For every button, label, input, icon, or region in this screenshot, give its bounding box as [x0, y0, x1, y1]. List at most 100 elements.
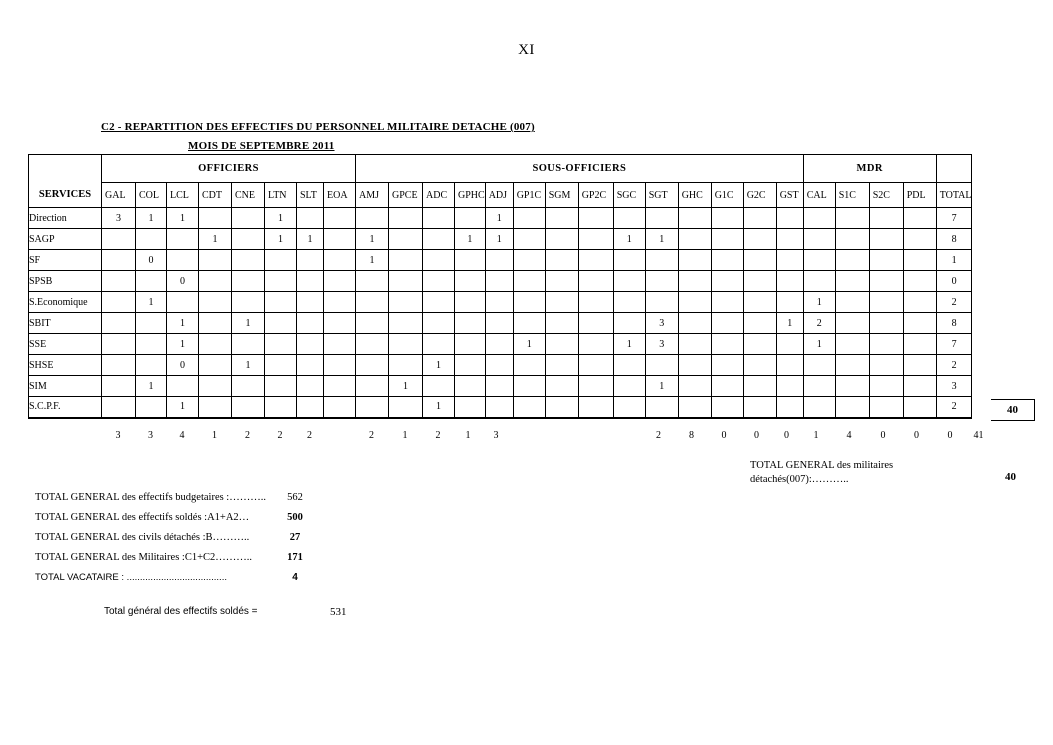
matrix-cell [677, 207, 712, 229]
matrix-cell [902, 375, 937, 397]
matrix-cell [135, 354, 167, 376]
matrix-cell [802, 207, 836, 229]
matrix-cell [388, 396, 423, 419]
matrix-cell [710, 270, 744, 292]
matrix-cell: 2 [935, 396, 973, 419]
column-header-slt: SLT [296, 182, 324, 208]
column-header-s2c: S2C [868, 182, 904, 208]
matrix-cell [902, 228, 937, 250]
matrix-cell [612, 270, 646, 292]
matrix-cell [323, 270, 356, 292]
matrix-cell [454, 207, 486, 229]
matrix-cell [231, 249, 265, 271]
table-row: S.C.P.F. 1 1 2 [28, 396, 973, 419]
matrix-cell: 1 [231, 312, 265, 334]
matrix-cell [135, 312, 167, 334]
table-row: SPSB 0 0 [28, 270, 973, 292]
matrix-cell [296, 396, 324, 419]
matrix-cell: 1 [166, 207, 199, 229]
matrix-cell [355, 270, 389, 292]
detached-note-line2: détachés(007):……….. [750, 474, 849, 485]
matrix-cell [323, 396, 356, 419]
matrix-head: OFFICIERS SOUS-OFFICIERS MDR SERVICES GA… [28, 154, 973, 208]
matrix-cell [802, 228, 836, 250]
summary-label: TOTAL GENERAL des Militaires :C1+C2……….. [35, 552, 253, 563]
matrix-cell [388, 291, 423, 313]
matrix-cell [710, 207, 744, 229]
matrix-cell [612, 249, 646, 271]
matrix-cell [544, 291, 579, 313]
matrix-cell [577, 333, 614, 355]
summary-row: TOTAL GENERAL des effectifs budgetaires … [35, 492, 455, 512]
matrix-cell [677, 354, 712, 376]
matrix-cell [677, 375, 712, 397]
column-total-cell [610, 427, 642, 443]
matrix-cell [388, 354, 423, 376]
matrix-cell [484, 333, 514, 355]
matrix-cell: 0 [166, 354, 199, 376]
matrix-cell [834, 228, 870, 250]
matrix-cell [775, 270, 804, 292]
matrix-cell [512, 207, 546, 229]
matrix-cell [902, 312, 937, 334]
column-header-g1c: G1C [710, 182, 744, 208]
matrix-cell [868, 354, 904, 376]
matrix-cell [902, 249, 937, 271]
matrix-cell: 8 [935, 228, 973, 250]
matrix-cell [355, 291, 389, 313]
matrix-cell [198, 270, 232, 292]
matrix-cell [231, 207, 265, 229]
matrix-cell [355, 375, 389, 397]
matrix-cell [166, 228, 199, 250]
matrix-cell [484, 291, 514, 313]
column-header-ghc: GHC [677, 182, 712, 208]
column-total-cell: 3 [115, 429, 121, 441]
matrix-cell [544, 333, 579, 355]
matrix-cell [296, 249, 324, 271]
column-header-lcl: LCL [166, 182, 199, 208]
matrix-cell [264, 249, 297, 271]
group-header-corner [28, 154, 102, 183]
matrix-cell [323, 375, 356, 397]
matrix-cell [166, 249, 199, 271]
matrix-cell [775, 354, 804, 376]
matrix-cell [644, 207, 679, 229]
matrix-cell: 2 [935, 354, 973, 376]
column-total-cell: 3 [148, 429, 153, 441]
matrix-cell [802, 375, 836, 397]
column-total-cell [575, 427, 610, 443]
matrix-cell: 1 [355, 249, 389, 271]
matrix-cell: 2 [935, 291, 973, 313]
matrix-cell [577, 375, 614, 397]
matrix-cell [296, 270, 324, 292]
matrix-cell [544, 207, 579, 229]
column-total-cell: 0 [947, 429, 953, 441]
matrix-cell [388, 207, 423, 229]
column-total-cell [542, 427, 575, 443]
matrix-cell [834, 207, 870, 229]
matrix-cell [742, 312, 777, 334]
column-totals-table: 3 3 4 1 2 2 2 2 1 2 1 3 2 8 0 0 0 1 4 0 0 0 41 [28, 427, 990, 443]
matrix-cell [454, 333, 486, 355]
matrix-cell: 1 [422, 396, 455, 419]
matrix-cell [231, 270, 265, 292]
matrix-cell [644, 270, 679, 292]
column-total-cell: 4 [846, 429, 852, 441]
table-row: SAGP 1 1 1 1 1 1 1 1 8 [28, 228, 973, 250]
matrix-cell [775, 396, 804, 419]
matrix-cell [710, 375, 744, 397]
column-header-g2c: G2C [742, 182, 777, 208]
matrix-cell [577, 249, 614, 271]
matrix-cell: 3 [101, 207, 136, 229]
matrix-cell: 1 [198, 228, 232, 250]
column-total-cell: 1 [402, 429, 408, 441]
column-header-sgm: SGM [544, 182, 579, 208]
matrix-cell: 2 [802, 312, 836, 334]
matrix-cell [454, 249, 486, 271]
matrix-cell [231, 375, 265, 397]
matrix-cell: 1 [135, 207, 167, 229]
matrix-cell [612, 375, 646, 397]
matrix-cell [198, 291, 232, 313]
matrix-cell [231, 228, 265, 250]
matrix-cell [135, 270, 167, 292]
